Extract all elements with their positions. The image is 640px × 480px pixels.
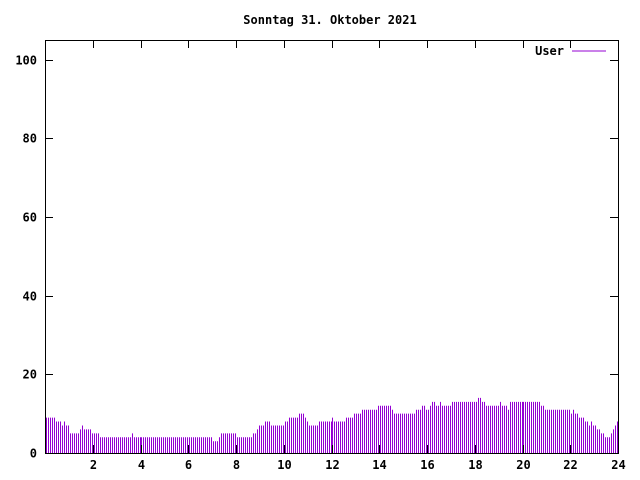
x-tick-label: 14 bbox=[372, 458, 386, 472]
y-tick-label: 20 bbox=[23, 368, 37, 382]
y-tick-label: 100 bbox=[15, 54, 37, 68]
y-tick-label: 60 bbox=[23, 211, 37, 225]
legend: User bbox=[535, 44, 606, 58]
x-tick-label: 22 bbox=[563, 458, 577, 472]
y-tick-label: 0 bbox=[30, 447, 37, 461]
chart-title: Sonntag 31. Oktober 2021 bbox=[243, 13, 416, 27]
x-tick-label: 6 bbox=[185, 458, 192, 472]
legend-label-user: User bbox=[535, 44, 564, 58]
y-tick-label: 40 bbox=[23, 290, 37, 304]
x-tick-label: 16 bbox=[420, 458, 434, 472]
plot-frame bbox=[45, 40, 619, 454]
x-tick-label: 20 bbox=[516, 458, 530, 472]
x-tick-label: 24 bbox=[611, 458, 625, 472]
y-tick-label: 80 bbox=[23, 132, 37, 146]
x-tick-label: 8 bbox=[233, 458, 240, 472]
x-tick-label: 12 bbox=[325, 458, 339, 472]
x-tick-label: 18 bbox=[468, 458, 482, 472]
bars-layer bbox=[46, 397, 618, 453]
x-tick-label: 2 bbox=[90, 458, 97, 472]
x-tick-label: 10 bbox=[277, 458, 291, 472]
x-tick-label: 4 bbox=[138, 458, 145, 472]
